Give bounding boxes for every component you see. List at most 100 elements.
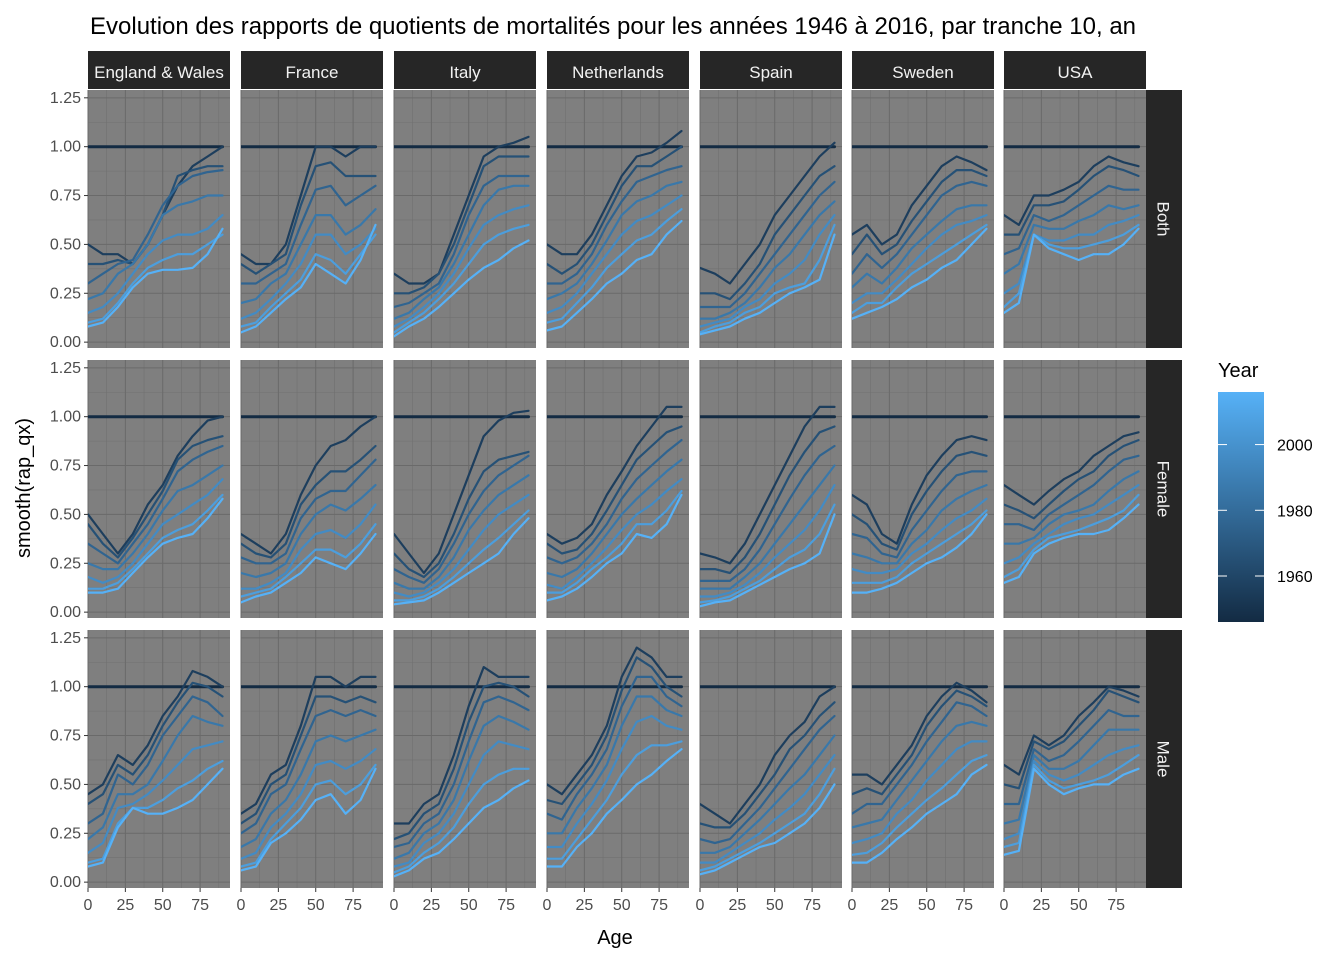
series-line-2006 [852,509,988,584]
series-line-1986 [700,200,836,320]
series-line-1956 [700,685,836,825]
panel-series-france-male [241,675,377,872]
panel-series-sweden-both [852,145,988,320]
y-tick-label: 0.75 [50,188,81,205]
series-line-1996 [700,484,836,598]
series-line-1986 [241,484,377,579]
series-line-1956 [394,409,530,575]
panel-background-netherlands-female [547,360,689,618]
series-line-1966 [394,155,530,295]
country-label-italy: Italy [449,63,481,82]
panel-background-france-male [241,630,383,888]
series-line-1996 [700,214,836,328]
y-tick-label: 0.25 [50,825,81,842]
series-line-1976 [241,458,377,565]
series-line-1966 [241,161,377,275]
series-line-1976 [1004,454,1140,532]
series-line-2006 [88,493,224,590]
series-line-1996 [1004,744,1140,841]
panel-series-spain-male [700,685,836,876]
series-line-1986 [1004,204,1140,275]
series-line-1986 [394,714,530,860]
series-line-2006 [1004,493,1140,579]
x-tick-label: 50 [766,897,784,914]
y-tick-label: 0.25 [50,285,81,302]
series-line-1986 [547,458,683,579]
sex-label-both: Both [1154,202,1173,237]
x-tick-label: 75 [1107,897,1125,914]
series-line-1996 [852,497,988,575]
series-line-1996 [88,478,224,584]
series-line-2016 [852,513,988,594]
panel-series-netherlands-both [547,129,683,332]
country-label-france: France [286,63,339,82]
series-line-1976 [241,184,377,285]
y-tick-label: 0.50 [50,776,81,793]
panels-layer: England & Wales France Italy Netherlands Spa… [50,51,1182,914]
series-line-1986 [88,714,224,841]
panel-background-spain-female [700,360,842,618]
series-line-2016 [241,532,377,604]
series-line-2006 [852,753,988,856]
series-line-1966 [1004,689,1140,790]
series-line-1986 [852,720,988,829]
y-tick-label: 1.25 [50,630,81,647]
series-line-1966 [394,681,530,841]
legend-title: Year [1218,360,1259,382]
y-tick-label: 0.00 [50,334,81,351]
series-line-1956 [1004,431,1140,506]
series-line-1976 [547,439,683,565]
series-line-1956 [852,435,988,545]
sex-strip-female [1144,360,1182,618]
series-line-1986 [241,208,377,305]
sex-label-male: Male [1154,741,1173,778]
series-line-1956 [852,155,988,246]
series-line-1956 [394,135,530,285]
series-line-2016 [700,233,836,336]
panel-background-usa-female [1004,360,1146,618]
series-line-2016 [700,513,836,608]
country-label-sweden: Sweden [892,63,953,82]
series-line-1976 [852,180,988,275]
series-line-1976 [394,174,530,309]
series-line-1996 [241,748,377,860]
series-line-2016 [394,779,530,878]
country-strip-sweden [852,51,994,89]
panel-background-netherlands-both [547,90,689,348]
series-line-1996 [394,493,530,598]
series-line-1976 [241,708,377,835]
y-tick-label: 0.50 [50,506,81,523]
x-tick-label: 25 [728,897,746,914]
legend-tick-label: 1960 [1277,569,1313,586]
series-line-1986 [88,464,224,571]
series-line-1956 [547,405,683,545]
country-label-england-wales: England & Wales [94,63,224,82]
series-line-1986 [547,695,683,835]
x-tick-label: 75 [497,897,515,914]
x-tick-label: 0 [543,897,552,914]
series-line-1966 [547,145,683,275]
x-tick-label: 0 [848,897,857,914]
series-line-1966 [394,450,530,579]
series-line-2006 [394,223,530,334]
country-strip-spain [700,51,842,89]
panel-background-sweden-female [852,360,994,618]
series-line-1956 [700,141,836,285]
panel-series-netherlands-female [547,405,683,602]
series-line-2016 [1004,227,1140,314]
series-line-1976 [700,444,836,583]
series-line-2016 [1004,503,1140,584]
series-line-2006 [852,223,988,314]
panel-background-italy-both [394,90,536,348]
series-line-1956 [547,129,683,256]
series-line-2006 [394,767,530,874]
panel-background-england-wales-male [88,630,230,888]
series-line-1966 [241,444,377,559]
series-line-2006 [394,509,530,602]
series-line-1996 [241,503,377,590]
panel-background-england-wales-both [88,90,230,348]
series-line-2016 [241,223,377,334]
x-tick-label: 50 [460,897,478,914]
y-tick-label: 0.25 [50,555,81,572]
panel-series-italy-female [394,409,530,606]
